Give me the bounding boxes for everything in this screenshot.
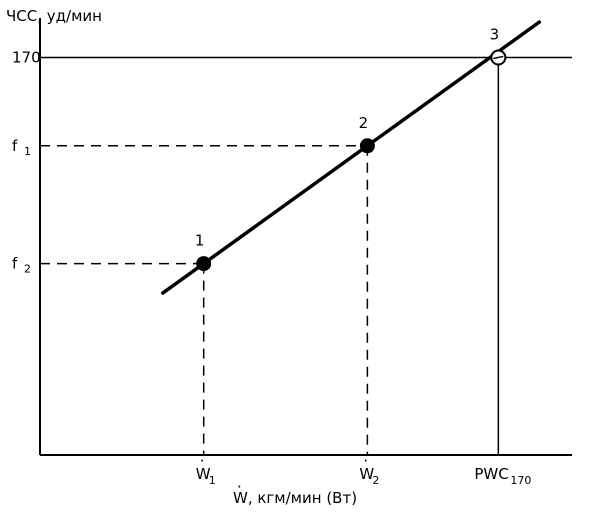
y-tick-label: f <box>12 137 18 155</box>
y-tick-subscript: 2 <box>24 263 31 276</box>
x-tick-subscript: 170 <box>510 474 531 487</box>
x-tick-subscript: 2 <box>372 474 379 487</box>
x-axis-label: W, кгм/мин (Вт) <box>233 489 357 507</box>
x-tick-dot: · <box>363 452 368 470</box>
data-point-mark <box>493 55 504 60</box>
data-point-label: 3 <box>490 25 500 43</box>
y-tick-label: 170 <box>12 48 41 66</box>
data-point-label: 2 <box>359 114 369 132</box>
data-point <box>196 256 212 272</box>
y-tick-label: f <box>12 255 18 273</box>
guide-lines <box>40 56 572 455</box>
trend-line <box>161 20 542 295</box>
trend-line-group <box>161 20 542 295</box>
x-tick-dot: · <box>200 452 205 470</box>
x-tick-subscript: 1 <box>209 474 216 487</box>
x-tick-label: PWC <box>474 465 508 483</box>
x-tick-label: W <box>359 465 374 483</box>
x-tick-label: W <box>196 465 211 483</box>
data-points: 1 2 3 <box>195 25 507 272</box>
y-tick-subscript: 1 <box>24 145 31 158</box>
y-axis-label: ЧСС, уд/мин <box>6 7 102 25</box>
x-axis-label-dot: · <box>237 478 242 496</box>
data-point-label: 1 <box>195 232 205 250</box>
axes <box>39 18 572 456</box>
data-point <box>359 138 375 154</box>
